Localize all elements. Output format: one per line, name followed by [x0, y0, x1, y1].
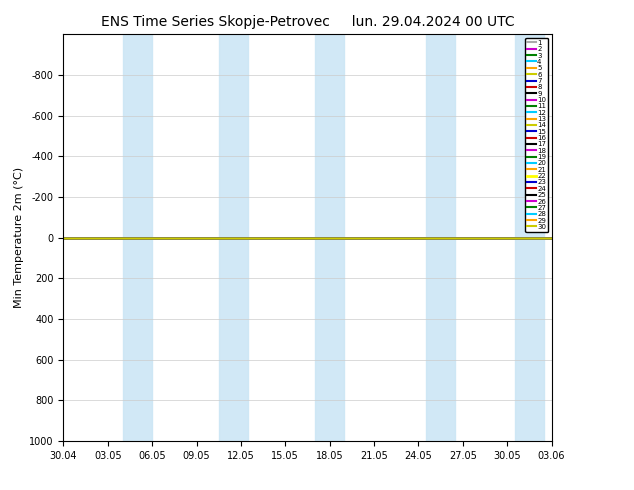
Legend: 1, 2, 3, 4, 5, 6, 7, 8, 9, 10, 11, 12, 13, 14, 15, 16, 17, 18, 19, 20, 21, 22, 2: 1, 2, 3, 4, 5, 6, 7, 8, 9, 10, 11, 12, 1… — [525, 38, 548, 232]
Bar — [219, 34, 249, 441]
Bar — [515, 34, 544, 441]
Y-axis label: Min Temperature 2m (°C): Min Temperature 2m (°C) — [13, 167, 23, 308]
Bar — [426, 34, 455, 441]
Bar — [122, 34, 152, 441]
Title: ENS Time Series Skopje-Petrovec     lun. 29.04.2024 00 UTC: ENS Time Series Skopje-Petrovec lun. 29.… — [101, 15, 514, 29]
Bar — [315, 34, 344, 441]
